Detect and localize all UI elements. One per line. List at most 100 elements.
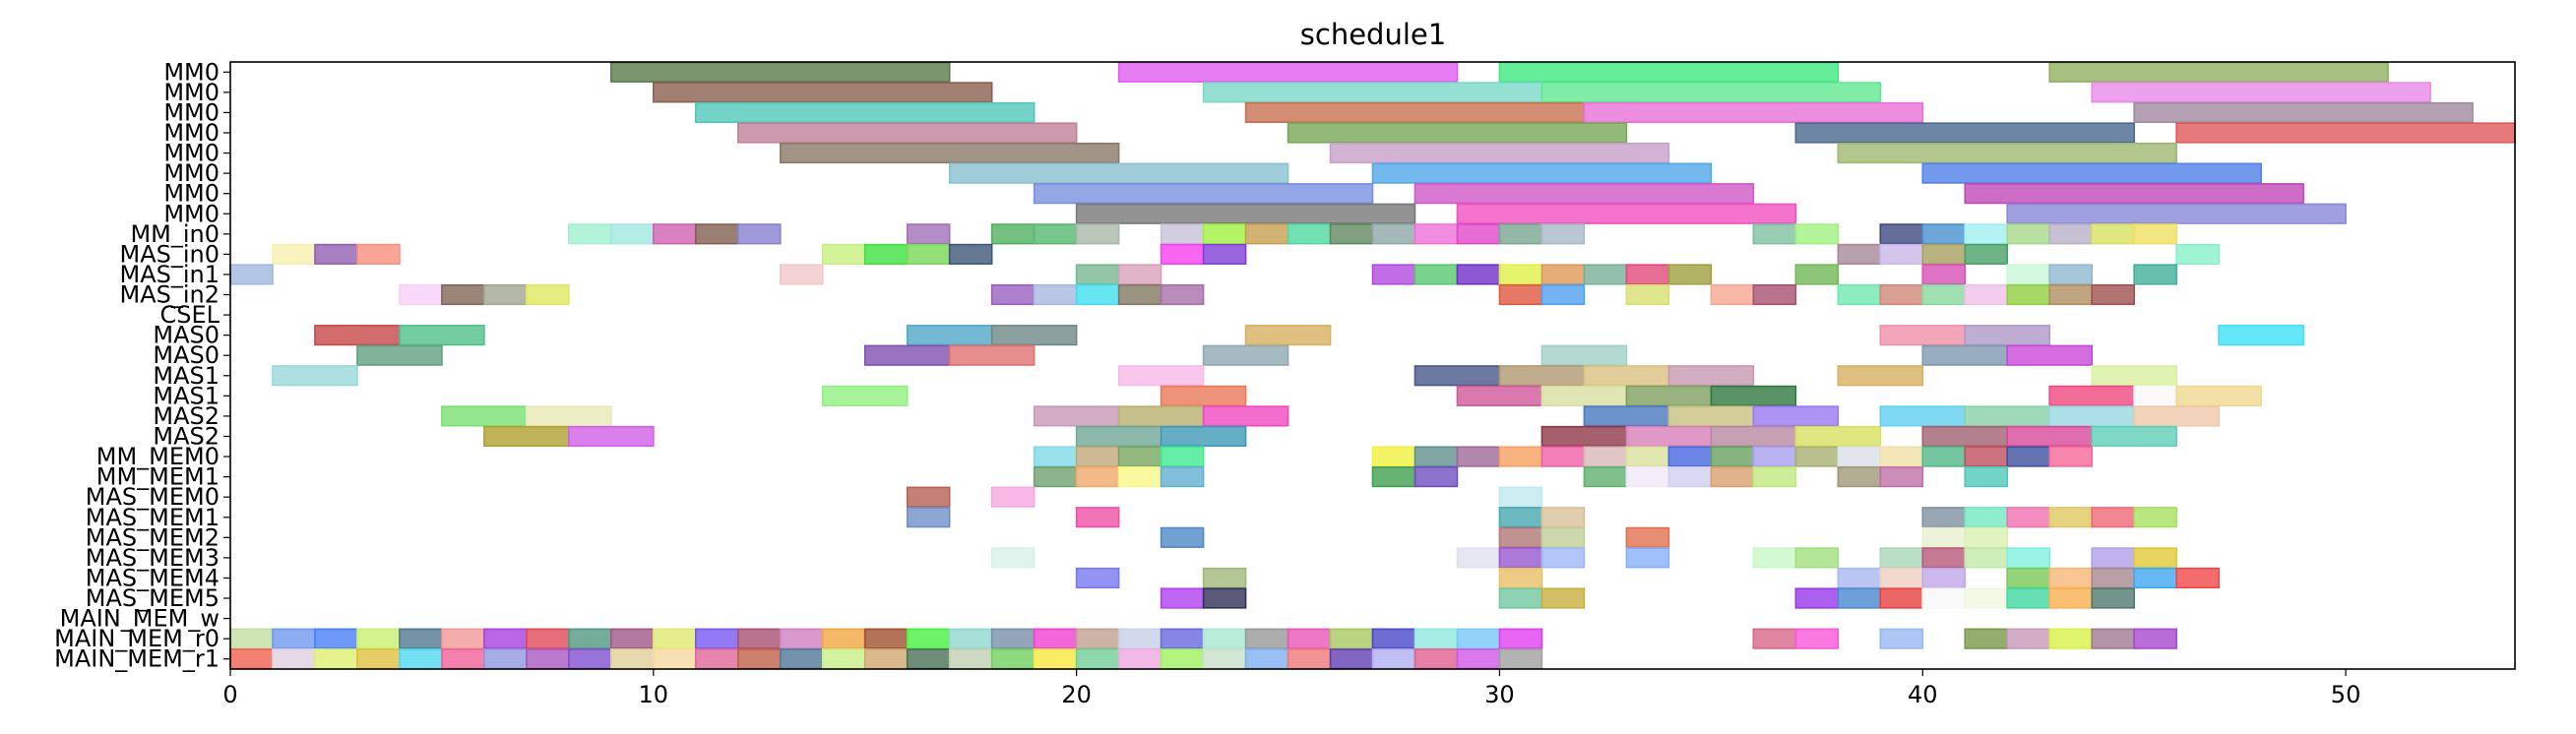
task-bar (1879, 547, 1924, 569)
task-bar (1033, 405, 1120, 427)
y-tick-label: MM0 (163, 98, 220, 126)
task-bar (1075, 425, 1162, 448)
task-bar (821, 648, 866, 670)
task-bar (1667, 466, 1713, 488)
task-bar (1625, 283, 1670, 306)
task-bar (1921, 283, 1967, 306)
y-tick-label: MM_in0 (130, 220, 220, 248)
task-bar (1160, 628, 1205, 649)
task-bar (1414, 183, 1755, 205)
task-bar (399, 325, 485, 346)
task-bar (736, 122, 1078, 144)
task-bar (1498, 648, 1543, 670)
task-bar (694, 101, 1036, 123)
task-bar (1625, 425, 1713, 448)
task-bar (1710, 385, 1797, 406)
task-bar (441, 628, 485, 649)
task-bar (1752, 405, 1840, 427)
task-bar (653, 82, 993, 103)
task-bar (2175, 243, 2220, 265)
y-tick-label: MAIN_MEM_w (60, 605, 220, 633)
task-bar (1794, 628, 1840, 649)
task-bar (568, 223, 612, 245)
task-bar (1202, 405, 1289, 427)
task-bar (1964, 628, 2009, 649)
task-bar (1964, 325, 2051, 346)
y-tick-label: MAIN_MEM_r1 (54, 645, 220, 673)
task-bar (399, 648, 443, 670)
task-bar (1287, 122, 1628, 144)
task-bar (1752, 466, 1797, 488)
task-bar (441, 405, 528, 427)
task-bar (1540, 344, 1628, 366)
task-bar (1498, 567, 1543, 589)
task-bar (736, 628, 782, 649)
y-tick-label: MAS2 (153, 402, 220, 430)
task-bar (1879, 405, 1967, 427)
task-bar (1879, 628, 1924, 649)
task-bar (1498, 61, 1840, 83)
task-bar (2048, 61, 2389, 83)
x-tick-label: 0 (222, 681, 237, 708)
x-tick-label: 50 (2331, 681, 2361, 708)
y-tick-label: MAS0 (153, 341, 220, 369)
task-bar (948, 162, 1289, 184)
task-bar (1075, 567, 1120, 589)
task-bar (568, 628, 612, 649)
y-tick-label: CSEL (159, 301, 220, 329)
task-bar (1456, 264, 1501, 285)
task-bar (2133, 405, 2220, 427)
task-bar (441, 283, 485, 306)
task-bar (2006, 507, 2051, 528)
task-bar (610, 61, 951, 83)
task-bar (1498, 547, 1543, 569)
task-bar (1667, 405, 1755, 427)
task-bar (1117, 365, 1205, 387)
task-bar (1879, 466, 1924, 488)
task-bar (1879, 283, 1924, 306)
task-bar (1921, 264, 1967, 285)
task-bar (272, 243, 316, 265)
task-bar (1498, 446, 1543, 467)
task-bar (1625, 385, 1713, 406)
task-bar (526, 283, 570, 306)
task-bar (2091, 567, 2135, 589)
task-bar (1117, 61, 1459, 83)
task-bar (1160, 648, 1205, 670)
task-bar (863, 344, 951, 366)
task-bar (2048, 587, 2093, 609)
task-bar (483, 283, 528, 306)
task-bar (1244, 648, 1289, 670)
task-bar (1921, 344, 2009, 366)
task-bar (2133, 385, 2177, 406)
task-bar (526, 648, 570, 670)
task-bar (990, 547, 1036, 569)
task-bar (1244, 223, 1289, 245)
task-bar (1879, 587, 1924, 609)
task-bar (1752, 628, 1797, 649)
task-bar (906, 325, 993, 346)
task-bar (1498, 628, 1543, 649)
y-tick-label: MAS_MEM4 (86, 564, 220, 591)
task-bar (1964, 183, 2304, 205)
task-bar (1540, 446, 1586, 467)
task-bar (1794, 122, 2135, 144)
task-bar (1456, 203, 1797, 224)
task-bar (1540, 587, 1586, 609)
task-bar (1117, 283, 1162, 306)
task-bar (1075, 223, 1120, 245)
task-bar (314, 243, 358, 265)
task-bar (1117, 264, 1162, 285)
task-bar (2091, 82, 2431, 103)
task-bar (1160, 223, 1205, 245)
task-bar (526, 405, 612, 427)
task-bar (1625, 547, 1670, 569)
task-bar (1456, 628, 1501, 649)
task-bar (1075, 264, 1120, 285)
task-bar (1117, 446, 1162, 467)
task-bar (1752, 223, 1797, 245)
task-bar (1160, 385, 1247, 406)
task-bar (1794, 223, 1840, 245)
task-bar (1837, 142, 2177, 164)
